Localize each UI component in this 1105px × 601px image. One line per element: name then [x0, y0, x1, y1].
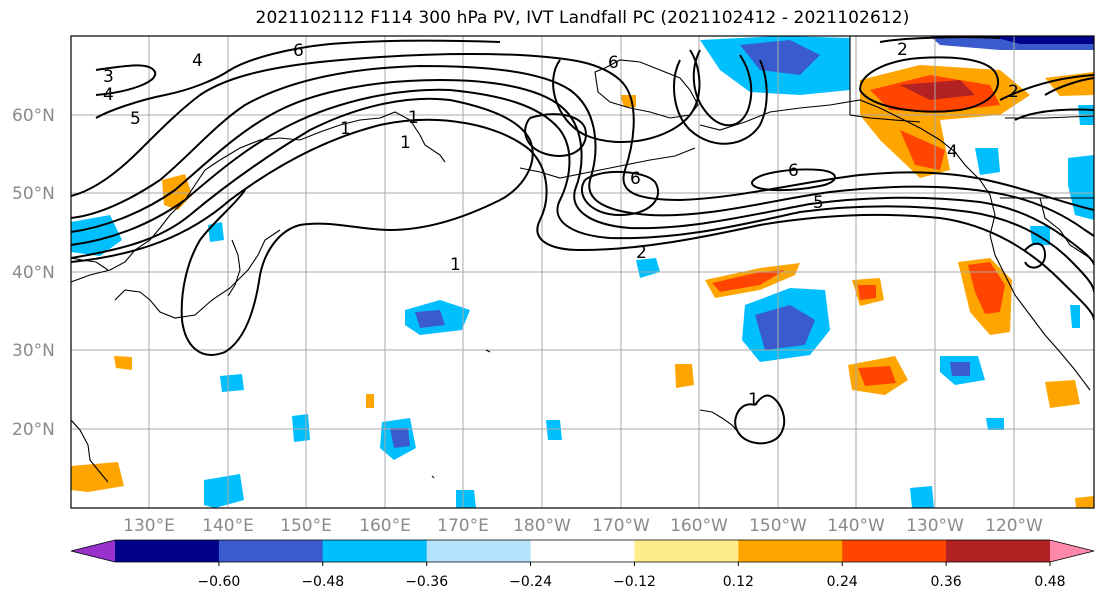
negative-anomaly-central-2-core — [755, 305, 815, 350]
colorbar-tick-label: −0.36 — [405, 574, 448, 590]
lon-label: 170°E — [437, 516, 489, 536]
contour-label: 5 — [130, 109, 141, 129]
negative-anomaly-arctic-core — [990, 36, 1094, 44]
contour-label: 3 — [103, 67, 114, 87]
lat-label: 60°N — [12, 106, 55, 126]
positive-anomaly-tropic-1 — [114, 356, 132, 370]
positive-anomaly-subtropic-core — [858, 366, 896, 386]
lon-label: 170°W — [592, 516, 650, 536]
contour-label: 1 — [400, 133, 411, 153]
negative-anomaly-tropic-5 — [986, 418, 1004, 430]
colorbar-tick-label: 0.12 — [723, 574, 754, 590]
negative-anomaly-tropic-1 — [220, 374, 244, 392]
negative-anomaly-tropic-4 — [546, 420, 562, 440]
negative-anomaly-central-1-core — [415, 310, 445, 328]
map-border — [70, 35, 1095, 509]
contour-label: 4 — [192, 51, 203, 71]
colorbar-segment — [530, 540, 635, 562]
lon-label: 130°W — [906, 516, 964, 536]
lon-label: 140°W — [827, 516, 885, 536]
positive-anomaly-140w-core — [858, 285, 876, 300]
lon-label: 160°W — [670, 516, 728, 536]
lon-label: 160°E — [359, 516, 411, 536]
colorbar-segment — [634, 540, 739, 562]
colorbar-segment — [115, 540, 220, 562]
colorbar-segment — [842, 540, 947, 562]
latitude-labels: 60°N 50°N 40°N 30°N 20°N — [12, 106, 55, 440]
negative-anomaly-tropic-2 — [292, 414, 310, 442]
negative-anomaly-alaska-core — [740, 40, 820, 75]
positive-anomaly-philippines — [71, 462, 124, 492]
colorbar-segment — [322, 540, 428, 562]
colorbar-tick-label: 0.24 — [827, 574, 858, 590]
contour-label: 6 — [608, 53, 619, 73]
colorbar-outline — [70, 539, 1095, 563]
contour-labels: 3 4 4 6 6 5 1 1 6 2 6 5 4 2 2 1 1 1 — [103, 40, 1019, 410]
negative-anomaly-west — [71, 215, 122, 256]
positive-anomaly-coast-core — [900, 130, 945, 170]
gridlines — [71, 36, 1094, 508]
positive-anomaly-baja — [1045, 380, 1080, 408]
pv-contours — [71, 36, 1094, 445]
colorbar-extend-high — [1050, 540, 1094, 562]
negative-anomaly-tropic-3-core — [390, 428, 410, 448]
contour-label: 4 — [947, 142, 958, 162]
negative-anomaly-small-6 — [975, 148, 1000, 175]
negative-anomaly-tropic-6 — [204, 474, 244, 508]
contour-label: 6 — [788, 161, 799, 181]
contour-label: 6 — [630, 169, 641, 189]
figure-title: 2021102112 F114 300 hPa PV, IVT Landfall… — [255, 8, 910, 28]
contour-label: 2 — [1008, 82, 1019, 102]
colorbar-extend-low — [71, 540, 115, 562]
colorbar: −0.60 −0.48 −0.36 −0.24 −0.12 0.12 0.24 0.36 0.4… — [70, 539, 1095, 590]
coastlines — [71, 36, 1094, 483]
colorbar-tick-label: 0.36 — [931, 574, 962, 590]
contour-label: 1 — [748, 390, 759, 410]
lon-label: 180°W — [513, 516, 571, 536]
contour-label: 4 — [103, 85, 114, 105]
colorbar-tick-label: −0.48 — [301, 574, 344, 590]
negative-anomaly-tropic-8 — [910, 486, 934, 508]
contour-label: 5 — [813, 193, 824, 213]
negative-anomaly-east-edge — [1068, 155, 1094, 220]
lon-label: 130°E — [123, 516, 175, 536]
lat-label: 20°N — [12, 420, 55, 440]
lon-label: 120°W — [985, 516, 1043, 536]
colorbar-tick-label: −0.24 — [509, 574, 552, 590]
positive-anomaly-small-3 — [675, 364, 694, 388]
negative-anomaly-tropic-7 — [456, 490, 476, 508]
colorbar-tick-label: 0.48 — [1034, 574, 1065, 590]
colorbar-segment — [218, 540, 324, 562]
lon-label: 150°W — [749, 516, 807, 536]
lat-label: 50°N — [12, 184, 55, 204]
colorbar-segment — [426, 540, 532, 562]
lat-label: 30°N — [12, 341, 55, 361]
lon-label: 150°E — [280, 516, 332, 536]
contour-label: 1 — [340, 119, 351, 139]
negative-anomaly-japan-sea — [208, 222, 224, 242]
positive-anomaly-band-core — [712, 270, 785, 292]
colorbar-segment — [946, 540, 1051, 562]
lon-label: 140°E — [202, 516, 254, 536]
negative-anomaly-small-2 — [636, 258, 660, 278]
negative-anomaly-small-4 — [1070, 305, 1080, 328]
colorbar-tick-label: −0.60 — [197, 574, 240, 590]
longitude-labels: 130°E 140°E 150°E 160°E 170°E 180°W 170°… — [123, 516, 1043, 536]
contour-label: 1 — [450, 255, 461, 275]
colorbar-segment — [738, 540, 843, 562]
colorbar-tick-label: −0.12 — [613, 574, 656, 590]
positive-anomaly-se-corner — [1075, 496, 1094, 508]
positive-anomaly-gulf-max — [900, 80, 975, 100]
negative-anomaly-subtropic-core — [950, 362, 970, 376]
lat-label: 40°N — [12, 263, 55, 283]
positive-anomaly-tropic-2 — [366, 394, 374, 408]
positive-anomaly-california-core — [968, 262, 1005, 314]
contour-label: 2 — [636, 243, 647, 263]
contour-label: 2 — [897, 40, 908, 60]
contour-label: 1 — [408, 108, 419, 128]
contour-label: 6 — [293, 41, 304, 61]
